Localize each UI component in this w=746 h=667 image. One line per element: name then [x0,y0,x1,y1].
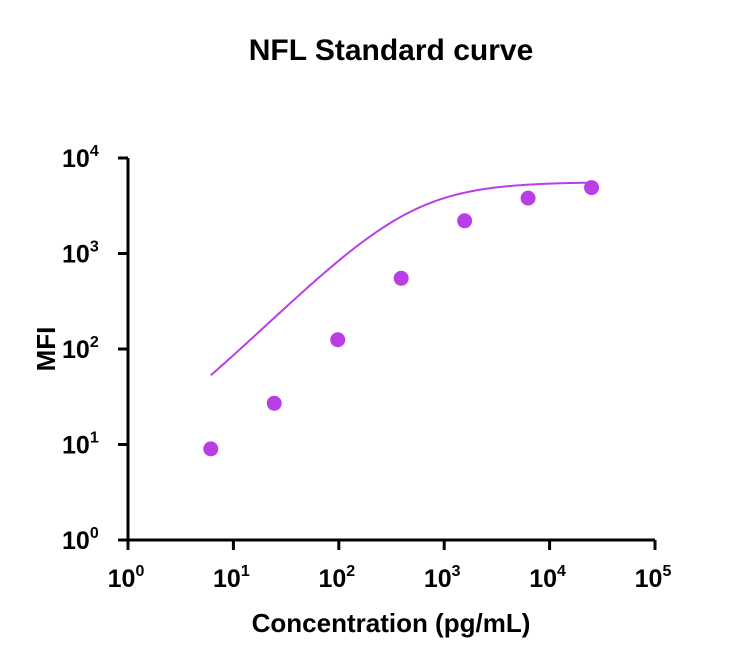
data-point [393,270,409,286]
x-tick-label: 105 [635,563,672,593]
data-point [203,441,219,457]
fit-curve [210,181,592,377]
x-ticks: 100 101 102 103 104 105 [108,540,672,593]
plot-area [203,180,600,457]
data-point [584,180,600,196]
x-tick-label: 101 [213,563,250,593]
y-tick-label: 104 [62,143,99,173]
data-point [266,395,282,411]
y-ticks: 100 101 102 103 104 [62,143,128,555]
x-tick-label: 103 [424,563,461,593]
y-tick-label: 100 [62,525,99,555]
data-point [457,213,473,229]
y-tick-label: 103 [62,239,99,269]
x-axis: 100 101 102 103 104 105 Concentration (pg/mL) [108,538,672,638]
data-point [330,332,346,348]
x-tick-label: 100 [108,563,145,593]
y-tick-label: 102 [62,334,99,364]
y-axis-label: MFI [31,327,61,372]
y-axis: 100 101 102 103 104 MFI [31,143,130,555]
x-axis-label: Concentration (pg/mL) [252,608,531,638]
data-point [520,190,536,206]
chart-title: NFL Standard curve [249,34,534,67]
x-tick-label: 102 [318,563,355,593]
data-points [203,180,600,457]
x-tick-label: 104 [529,563,566,593]
y-tick-label: 101 [62,430,99,460]
